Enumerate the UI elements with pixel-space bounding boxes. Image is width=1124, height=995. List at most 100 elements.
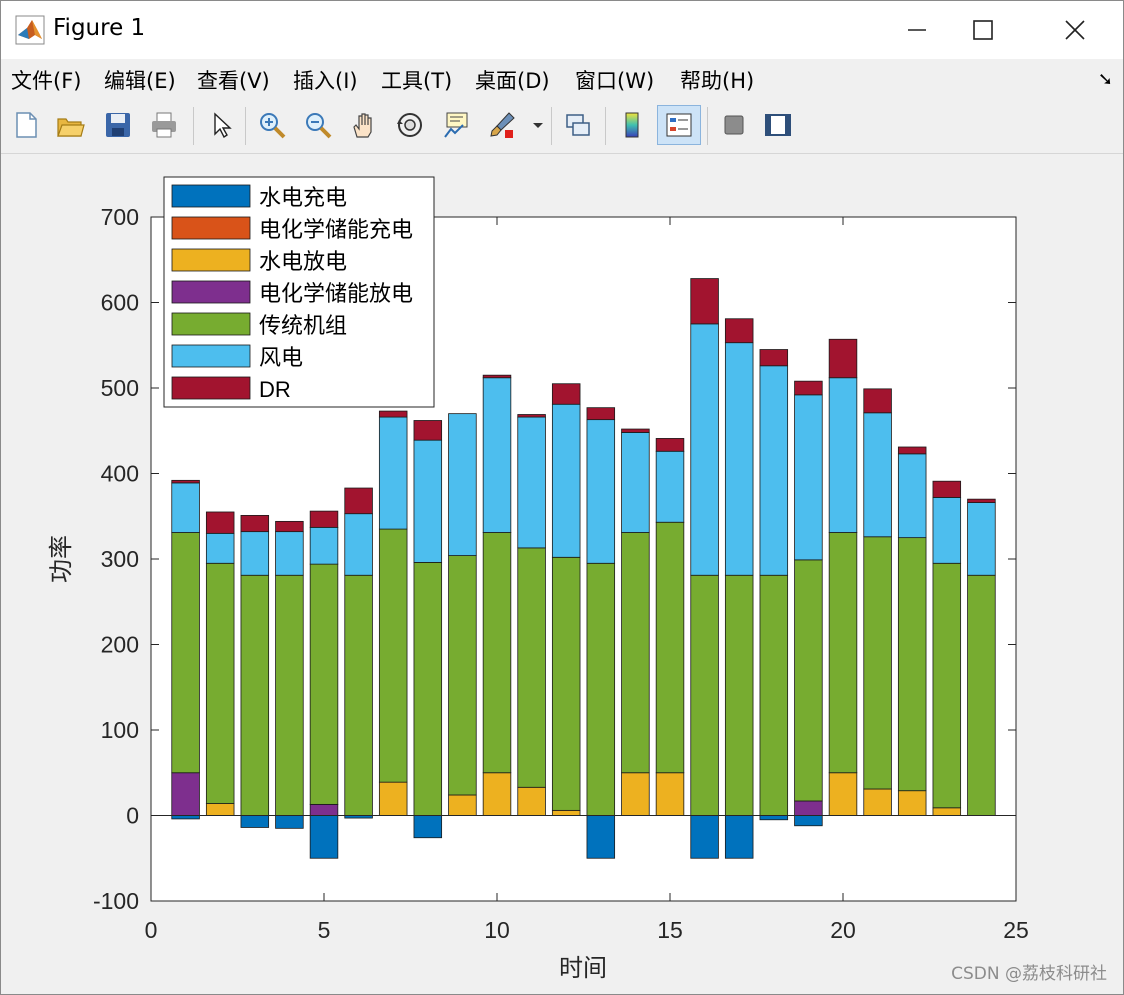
zoom-in-button[interactable]	[253, 105, 291, 145]
menu-view[interactable]: 查看(V)	[197, 69, 270, 93]
show-plot-tools-button[interactable]	[759, 105, 797, 145]
zoom-out-button[interactable]	[299, 105, 337, 145]
bar-2-9	[448, 794, 477, 816]
legend-icon	[666, 113, 692, 137]
bar-6-3	[240, 514, 270, 533]
bar-4-1	[171, 532, 200, 774]
bar-4-11	[517, 547, 546, 788]
bar-5-22	[897, 453, 927, 539]
link-plot-icon	[566, 114, 590, 136]
bar-5-19	[794, 394, 823, 561]
menu-file[interactable]: 文件(F)	[11, 69, 82, 93]
bar-5-1	[171, 482, 200, 533]
print-button[interactable]	[145, 105, 183, 145]
legend-label: 水电充电	[259, 185, 347, 210]
bar-4-22	[897, 537, 927, 792]
bar-4-20	[828, 532, 858, 774]
bar-6-13	[586, 407, 616, 421]
chevron-down-icon	[533, 123, 543, 128]
bar-0-5	[309, 815, 339, 859]
bar-5-7	[378, 416, 408, 530]
menu-edit[interactable]: 编辑(E)	[104, 69, 176, 93]
y-tick-label: -100	[93, 888, 139, 914]
x-tick-label: 0	[145, 917, 158, 943]
legend-swatch	[171, 312, 251, 336]
brush-button[interactable]	[483, 105, 521, 145]
bar-6-5	[309, 510, 339, 528]
bar-3-1	[171, 772, 200, 816]
dock-arrow-icon[interactable]: ➘	[1097, 69, 1113, 90]
legend-swatch	[171, 376, 251, 400]
minimize-button[interactable]	[889, 5, 945, 55]
bar-6-10	[482, 374, 512, 379]
link-plot-button[interactable]	[559, 105, 597, 145]
y-tick-label: 0	[126, 803, 139, 829]
save-button[interactable]	[99, 105, 137, 145]
bar-5-11	[517, 416, 546, 549]
bar-5-17	[724, 342, 754, 576]
show-tools-icon	[765, 114, 791, 136]
legend-label: DR	[259, 377, 291, 402]
data-cursor-button[interactable]	[437, 105, 475, 145]
bar-5-10	[482, 377, 512, 533]
maximize-button[interactable]	[955, 5, 1011, 55]
figure-canvas: 0 5 10 15 20 25 -100 0 100 200 300 400 500 600 700 时间 …	[1, 154, 1123, 994]
matlab-logo-icon	[15, 15, 45, 45]
bar-2-2	[205, 803, 235, 816]
toolbar	[1, 99, 1123, 154]
hide-plot-tools-button[interactable]	[715, 105, 753, 145]
menu-help[interactable]: 帮助(H)	[680, 69, 755, 93]
bar-4-12	[551, 556, 581, 811]
legend-label: 水电放电	[259, 249, 347, 274]
legend-label: 电化学储能放电	[259, 281, 413, 306]
bar-2-10	[482, 772, 512, 816]
zoom-in-icon	[260, 113, 286, 139]
save-icon	[106, 113, 130, 137]
brush-dropdown[interactable]	[527, 105, 549, 145]
bar-4-15	[655, 521, 685, 774]
bar-6-21	[863, 388, 892, 414]
bar-5-18	[759, 365, 789, 576]
bar-5-6	[344, 513, 373, 576]
bar-6-23	[932, 480, 962, 498]
window-title: Figure 1	[53, 15, 146, 41]
menu-bar: 文件(F) 编辑(E) 查看(V) 插入(I) 工具(T) 桌面(D) 窗口(W…	[1, 59, 1123, 99]
close-button[interactable]	[1047, 5, 1103, 55]
bar-4-3	[240, 574, 270, 816]
bar-4-18	[759, 574, 789, 816]
bar-5-23	[932, 497, 962, 564]
bar-3-5	[309, 803, 339, 816]
bar-5-20	[828, 377, 858, 533]
rotate-3d-button[interactable]	[391, 105, 429, 145]
menu-tools[interactable]: 工具(T)	[381, 69, 453, 93]
bar-series-group	[171, 278, 996, 859]
toolbar-separator	[605, 107, 606, 145]
bar-2-20	[828, 772, 858, 816]
edit-plot-button[interactable]	[201, 105, 239, 145]
bar-2-7	[378, 781, 408, 816]
bar-0-8	[413, 815, 443, 839]
bar-6-24	[967, 498, 996, 503]
menu-window[interactable]: 窗口(W)	[575, 69, 655, 93]
open-button[interactable]	[51, 105, 89, 145]
menu-insert[interactable]: 插入(I)	[293, 69, 358, 93]
bar-2-11	[517, 786, 546, 816]
bar-6-4	[275, 520, 304, 533]
x-tick-label: 15	[657, 917, 683, 943]
legend-button[interactable]	[657, 105, 701, 145]
bar-3-19	[794, 800, 823, 816]
bar-4-2	[205, 562, 235, 804]
colorbar-button[interactable]	[613, 105, 651, 145]
bar-5-15	[655, 450, 685, 523]
open-folder-icon	[57, 118, 85, 137]
pan-button[interactable]	[345, 105, 383, 145]
menu-desktop[interactable]: 桌面(D)	[475, 69, 550, 93]
new-figure-button[interactable]	[7, 105, 45, 145]
rotate-3d-icon	[397, 113, 422, 137]
legend-label: 电化学储能充电	[259, 217, 413, 242]
x-axis-label: 时间	[559, 955, 607, 982]
bar-0-18	[759, 815, 789, 821]
